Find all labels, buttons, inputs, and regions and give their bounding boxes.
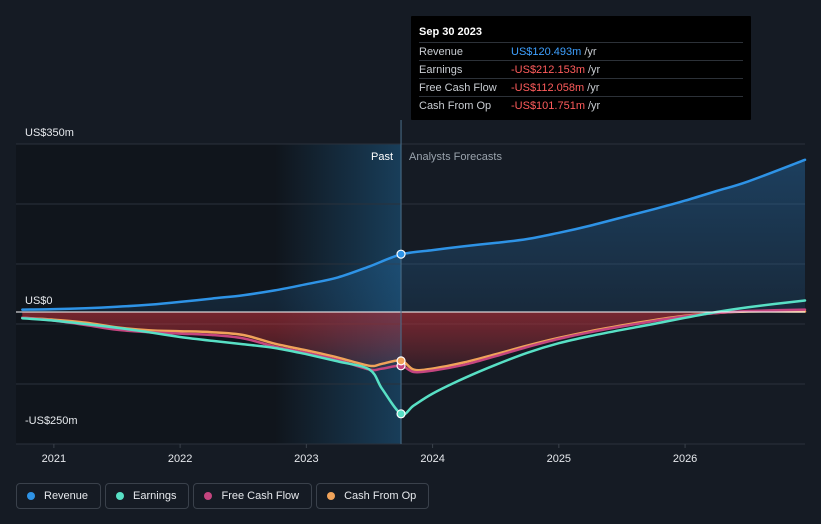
x-tick-label: 2025 bbox=[547, 453, 571, 465]
y-tick-label: US$0 bbox=[25, 295, 53, 307]
tooltip-row-label: Revenue bbox=[419, 45, 464, 58]
tooltip-row-free-cash-flow: Free Cash Flow -US$112.058m /yr bbox=[419, 78, 743, 96]
legend-item-earnings[interactable]: Earnings bbox=[105, 483, 190, 509]
x-tick-label: 2021 bbox=[42, 453, 66, 465]
legend-item-cash-from-op[interactable]: Cash From Op bbox=[316, 483, 430, 509]
area-revenue bbox=[22, 159, 806, 312]
forecast-label: Analysts Forecasts bbox=[409, 151, 502, 163]
area-cash-from-op bbox=[22, 311, 806, 371]
x-tick-label: 2023 bbox=[294, 453, 318, 465]
tooltip-row-label: Cash From Op bbox=[419, 99, 492, 112]
legend-item-revenue[interactable]: Revenue bbox=[16, 483, 102, 509]
legend-label: Cash From Op bbox=[344, 490, 417, 502]
cash-from-op-dot-icon bbox=[327, 492, 336, 500]
legend-label: Free Cash Flow bbox=[221, 490, 300, 502]
marker-earnings bbox=[396, 409, 406, 419]
tooltip-row-unit: /yr bbox=[584, 45, 597, 58]
tooltip-row-value: -US$101.751m bbox=[511, 99, 585, 112]
tooltip-row-unit: /yr bbox=[588, 63, 601, 76]
y-axis-labels: US$350m US$0 -US$250m bbox=[25, 127, 78, 427]
series-markers bbox=[396, 249, 406, 419]
tooltip-row-label: Free Cash Flow bbox=[419, 81, 497, 94]
legend-label: Earnings bbox=[133, 490, 177, 502]
x-axis-labels: 2021 2022 2023 2024 2025 2026 bbox=[42, 444, 697, 465]
tooltip-row-earnings: Earnings -US$212.153m /yr bbox=[419, 60, 743, 78]
past-label: Past bbox=[371, 151, 393, 163]
y-tick-label: -US$250m bbox=[25, 415, 78, 427]
tooltip-row-value: -US$112.058m bbox=[511, 81, 585, 94]
legend: Revenue Earnings Free Cash Flow Cash Fro… bbox=[16, 483, 430, 509]
marker-cash-from-op bbox=[396, 356, 406, 366]
tooltip-row-revenue: Revenue US$120.493m /yr bbox=[419, 42, 743, 60]
x-tick-label: 2026 bbox=[673, 453, 697, 465]
x-tick-label: 2024 bbox=[420, 453, 444, 465]
revenue-dot-icon bbox=[27, 492, 35, 500]
legend-item-free-cash-flow[interactable]: Free Cash Flow bbox=[193, 483, 313, 509]
tooltip-row-value: -US$212.153m bbox=[511, 63, 585, 76]
free-cash-flow-dot-icon bbox=[204, 492, 213, 500]
marker-revenue bbox=[396, 249, 406, 259]
tooltip-row-label: Earnings bbox=[419, 63, 463, 76]
tooltip-row-value: US$120.493m bbox=[511, 45, 582, 58]
legend-label: Revenue bbox=[44, 490, 89, 502]
x-tick-label: 2022 bbox=[168, 453, 192, 465]
tooltip-row-unit: /yr bbox=[587, 81, 600, 94]
tooltip-row-unit: /yr bbox=[588, 99, 601, 112]
earnings-dot-icon bbox=[116, 492, 125, 500]
y-tick-label: US$350m bbox=[25, 127, 74, 139]
data-tooltip: Sep 30 2023 Revenue US$120.493m /yr Earn… bbox=[411, 16, 751, 120]
tooltip-date: Sep 30 2023 bbox=[419, 26, 482, 38]
series-areas bbox=[22, 159, 806, 373]
tooltip-row-cash-from-op: Cash From Op -US$101.751m /yr bbox=[419, 96, 743, 114]
